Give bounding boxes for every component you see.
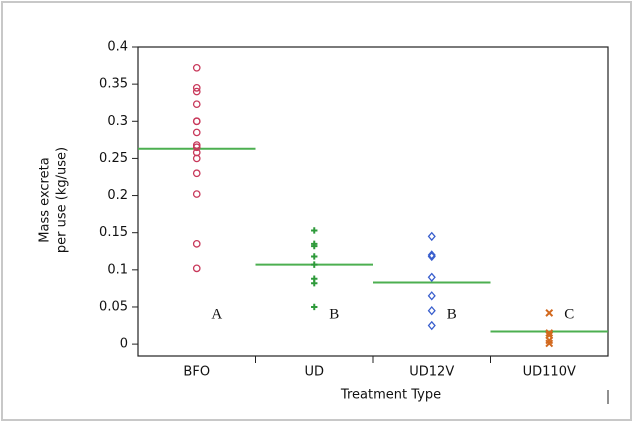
x-tick-label: UD <box>304 365 324 380</box>
point <box>311 280 318 287</box>
point <box>545 339 554 348</box>
y-tick-label: 0.05 <box>99 299 128 314</box>
x-axis-label: Treatment Type <box>340 388 441 403</box>
y-tick-label: 0.15 <box>99 225 128 240</box>
y-tick-label: 0.4 <box>107 40 128 55</box>
point <box>192 87 201 96</box>
point <box>311 253 318 260</box>
x-tick-label: UD110V <box>523 365 576 380</box>
point <box>192 154 201 163</box>
y-tick-label: 0 <box>120 337 128 352</box>
plot-frame <box>137 46 609 357</box>
point <box>192 239 201 248</box>
x-tick-label: UD12V <box>409 365 454 380</box>
annotation: B <box>329 306 339 322</box>
point <box>427 291 436 301</box>
point <box>311 303 318 311</box>
point <box>192 190 201 198</box>
point <box>427 251 436 262</box>
point <box>192 141 201 149</box>
y-tick-label: 0.1 <box>107 262 128 277</box>
point <box>427 305 436 316</box>
point <box>427 320 436 331</box>
point <box>192 100 201 109</box>
y-tick-label: 0.25 <box>99 151 128 166</box>
point <box>545 329 554 337</box>
point <box>192 63 201 72</box>
y-tick-label: 0.3 <box>107 114 128 129</box>
x-tick-label: BFO <box>183 365 210 380</box>
point <box>545 309 554 317</box>
point <box>192 264 201 273</box>
y-tick-label: 0.35 <box>99 77 128 92</box>
point <box>192 143 201 152</box>
annotation: C <box>564 306 574 322</box>
y-axis-label: Mass excreta <box>38 157 53 242</box>
point <box>311 242 318 250</box>
y-tick-label: 0.2 <box>107 188 128 203</box>
point <box>192 169 201 178</box>
point <box>192 117 201 126</box>
point <box>311 227 318 234</box>
point <box>311 261 318 268</box>
y-axis-label: per use (kg/use) <box>55 147 70 253</box>
point <box>192 128 201 137</box>
point <box>192 84 201 92</box>
point <box>427 250 436 260</box>
annotation: A <box>211 306 222 322</box>
point <box>427 272 436 282</box>
annotation: B <box>447 306 457 322</box>
point <box>427 231 436 242</box>
